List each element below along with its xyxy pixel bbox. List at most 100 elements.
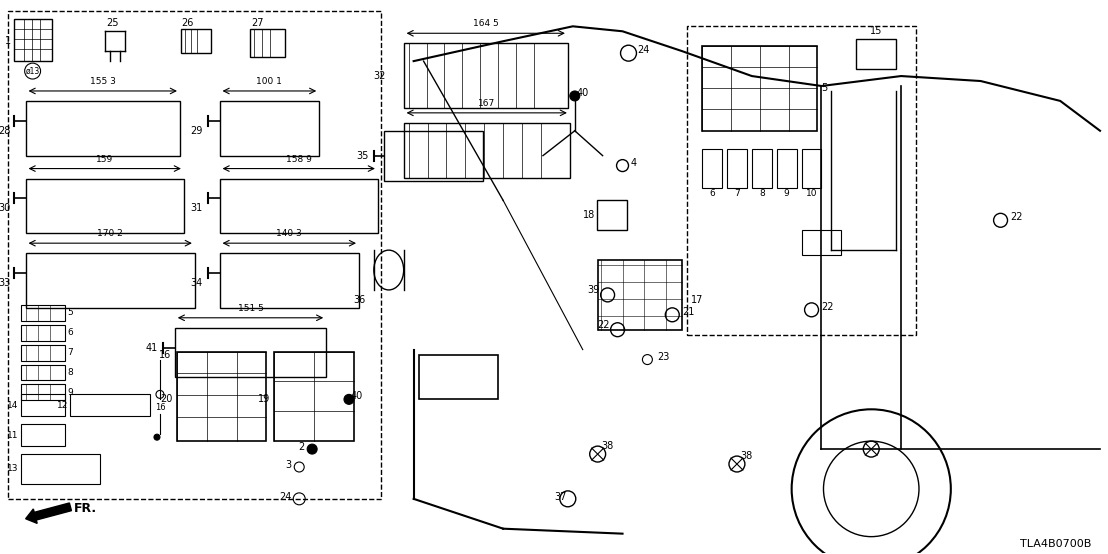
Bar	[383, 131, 483, 181]
Text: 9: 9	[783, 189, 790, 198]
Text: 16: 16	[155, 403, 165, 412]
Text: TLA4B0700B: TLA4B0700B	[1019, 538, 1091, 548]
Text: 6: 6	[709, 189, 715, 198]
Circle shape	[570, 91, 579, 101]
Text: 6: 6	[68, 328, 73, 337]
Text: 22: 22	[597, 320, 609, 330]
Text: 24: 24	[637, 45, 649, 55]
Text: 20: 20	[161, 394, 173, 404]
Text: 26: 26	[182, 18, 194, 28]
Text: 12: 12	[57, 401, 69, 410]
Bar	[25, 253, 195, 308]
Text: 22: 22	[1010, 212, 1023, 222]
Bar	[687, 26, 916, 335]
Bar	[702, 46, 817, 131]
Text: 31: 31	[191, 203, 203, 213]
Text: 35: 35	[357, 151, 369, 161]
Bar	[597, 201, 626, 230]
Bar	[21, 325, 65, 341]
Text: 159: 159	[96, 155, 113, 163]
Text: 34: 34	[191, 278, 203, 288]
Circle shape	[307, 444, 317, 454]
FancyArrow shape	[25, 503, 71, 524]
Bar	[403, 123, 570, 177]
Text: 21: 21	[683, 307, 695, 317]
Text: 24: 24	[279, 492, 291, 502]
Text: 7: 7	[68, 348, 73, 357]
Bar	[21, 394, 65, 416]
Text: 16: 16	[158, 350, 171, 360]
Bar	[801, 230, 841, 255]
Bar	[25, 178, 184, 233]
Bar	[752, 148, 772, 188]
Bar	[21, 365, 65, 381]
Text: 155 3: 155 3	[90, 77, 115, 86]
Text: 100 1: 100 1	[256, 77, 283, 86]
Bar	[13, 19, 51, 61]
Text: 8: 8	[68, 368, 73, 377]
Text: 39: 39	[587, 285, 599, 295]
Text: 18: 18	[584, 211, 596, 220]
Bar	[597, 260, 683, 330]
Bar	[777, 148, 797, 188]
Text: 19: 19	[258, 394, 270, 404]
Text: 13: 13	[7, 464, 19, 474]
Bar	[801, 148, 821, 188]
Text: 167: 167	[479, 99, 495, 108]
Bar	[219, 101, 319, 156]
Text: 40: 40	[576, 88, 588, 98]
Text: 10: 10	[806, 189, 818, 198]
Bar	[275, 352, 353, 441]
Text: 37: 37	[555, 492, 567, 502]
Bar	[181, 29, 211, 53]
Bar	[219, 178, 378, 233]
Bar	[71, 394, 150, 416]
Text: 164 5: 164 5	[473, 19, 499, 28]
Text: 25: 25	[106, 18, 119, 28]
Bar	[177, 352, 266, 441]
Text: 23: 23	[657, 352, 669, 362]
Text: 5: 5	[821, 83, 828, 93]
Text: 15: 15	[870, 26, 882, 36]
Text: 170 2: 170 2	[98, 229, 123, 238]
Bar	[21, 424, 65, 446]
Bar	[175, 328, 326, 377]
Bar	[21, 454, 100, 484]
Text: 9: 9	[68, 388, 73, 397]
Bar	[25, 101, 179, 156]
Bar	[856, 39, 896, 69]
Text: 2: 2	[298, 442, 305, 452]
Bar	[702, 148, 722, 188]
Text: FR.: FR.	[74, 502, 96, 515]
Text: 27: 27	[252, 18, 264, 28]
Text: ø13: ø13	[25, 66, 40, 75]
Text: 140 3: 140 3	[276, 229, 302, 238]
Text: 40: 40	[351, 391, 363, 402]
Text: 38: 38	[741, 451, 753, 461]
Text: 38: 38	[602, 441, 614, 451]
Circle shape	[343, 394, 353, 404]
Text: 36: 36	[353, 295, 366, 305]
Text: 11: 11	[7, 430, 19, 440]
Text: 4: 4	[630, 157, 637, 168]
Bar	[21, 384, 65, 401]
Text: 29: 29	[191, 126, 203, 136]
Bar	[21, 305, 65, 321]
Bar	[403, 43, 567, 108]
Text: 30: 30	[0, 203, 11, 213]
Bar	[419, 355, 499, 399]
Text: 5: 5	[68, 309, 73, 317]
Text: 158 9: 158 9	[286, 155, 311, 163]
Text: 8: 8	[759, 189, 765, 198]
Text: 41: 41	[146, 342, 158, 353]
Bar	[250, 29, 285, 57]
Text: 22: 22	[821, 302, 834, 312]
Text: 14: 14	[8, 401, 19, 410]
Text: 1: 1	[4, 36, 11, 46]
Bar	[8, 12, 381, 499]
Text: 3: 3	[285, 460, 291, 470]
Text: 28: 28	[0, 126, 11, 136]
Text: 33: 33	[0, 278, 11, 288]
Text: 151 5: 151 5	[237, 304, 264, 313]
Bar	[21, 345, 65, 361]
